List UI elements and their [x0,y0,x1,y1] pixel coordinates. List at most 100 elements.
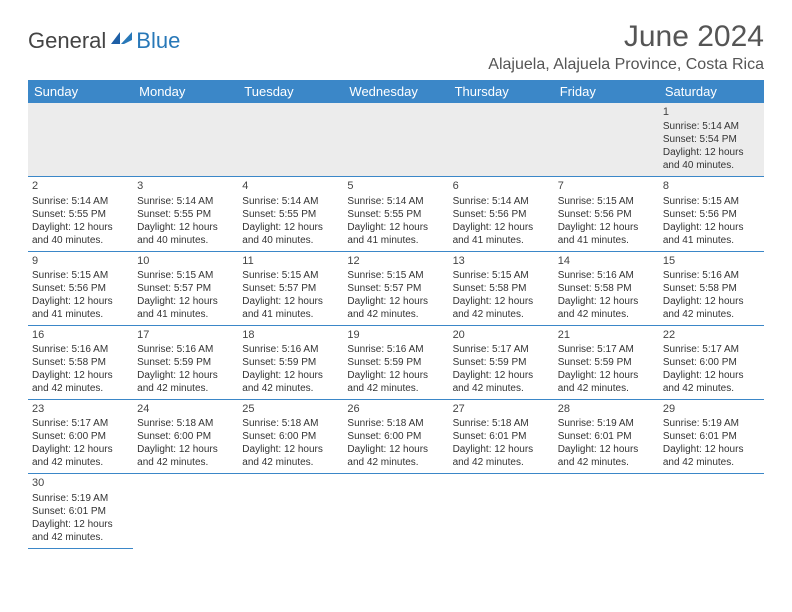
calendar-row: 30Sunrise: 5:19 AMSunset: 6:01 PMDayligh… [28,474,764,548]
day-number: 10 [137,254,234,268]
day-number: 16 [32,328,129,342]
calendar-cell: 3Sunrise: 5:14 AMSunset: 5:55 PMDaylight… [133,177,238,251]
calendar-cell: 15Sunrise: 5:16 AMSunset: 5:58 PMDayligh… [659,251,764,325]
calendar-cell: 9Sunrise: 5:15 AMSunset: 5:56 PMDaylight… [28,251,133,325]
day-number: 21 [558,328,655,342]
daylight-text: Daylight: 12 hours and 42 minutes. [347,443,444,469]
day-number: 22 [663,328,760,342]
sunset-text: Sunset: 5:59 PM [347,356,444,369]
weekday-header: Monday [133,80,238,103]
daylight-text: Daylight: 12 hours and 42 minutes. [32,443,129,469]
calendar-row: 23Sunrise: 5:17 AMSunset: 6:00 PMDayligh… [28,400,764,474]
sunrise-text: Sunrise: 5:17 AM [558,343,655,356]
day-number: 30 [32,476,129,490]
sunrise-text: Sunrise: 5:16 AM [663,269,760,282]
sunset-text: Sunset: 6:00 PM [663,356,760,369]
sunrise-text: Sunrise: 5:14 AM [347,195,444,208]
sunrise-text: Sunrise: 5:16 AM [558,269,655,282]
sunset-text: Sunset: 5:58 PM [558,282,655,295]
calendar-row: 1Sunrise: 5:14 AMSunset: 5:54 PMDaylight… [28,103,764,177]
sunrise-text: Sunrise: 5:18 AM [453,417,550,430]
day-number: 8 [663,179,760,193]
sunset-text: Sunset: 5:56 PM [453,208,550,221]
sunrise-text: Sunrise: 5:15 AM [453,269,550,282]
weekday-header-row: Sunday Monday Tuesday Wednesday Thursday… [28,80,764,103]
sunset-text: Sunset: 6:00 PM [242,430,339,443]
day-number: 18 [242,328,339,342]
sunrise-text: Sunrise: 5:16 AM [242,343,339,356]
calendar-cell: 26Sunrise: 5:18 AMSunset: 6:00 PMDayligh… [343,400,448,474]
sunrise-text: Sunrise: 5:19 AM [32,492,129,505]
daylight-text: Daylight: 12 hours and 42 minutes. [663,295,760,321]
sunrise-text: Sunrise: 5:16 AM [32,343,129,356]
sunrise-text: Sunrise: 5:19 AM [663,417,760,430]
sunset-text: Sunset: 5:57 PM [242,282,339,295]
sunrise-text: Sunrise: 5:18 AM [137,417,234,430]
sunset-text: Sunset: 5:56 PM [663,208,760,221]
day-number: 4 [242,179,339,193]
location-text: Alajuela, Alajuela Province, Costa Rica [488,56,764,74]
calendar-cell: 12Sunrise: 5:15 AMSunset: 5:57 PMDayligh… [343,251,448,325]
calendar-cell [659,474,764,548]
daylight-text: Daylight: 12 hours and 42 minutes. [32,369,129,395]
daylight-text: Daylight: 12 hours and 42 minutes. [137,369,234,395]
day-number: 6 [453,179,550,193]
daylight-text: Daylight: 12 hours and 42 minutes. [453,443,550,469]
title-block: June 2024 Alajuela, Alajuela Province, C… [488,20,764,74]
calendar-cell [343,474,448,548]
daylight-text: Daylight: 12 hours and 41 minutes. [32,295,129,321]
sunrise-text: Sunrise: 5:16 AM [347,343,444,356]
calendar-cell: 2Sunrise: 5:14 AMSunset: 5:55 PMDaylight… [28,177,133,251]
calendar-cell: 17Sunrise: 5:16 AMSunset: 5:59 PMDayligh… [133,325,238,399]
weekday-header: Saturday [659,80,764,103]
sunset-text: Sunset: 5:59 PM [242,356,339,369]
daylight-text: Daylight: 12 hours and 40 minutes. [137,221,234,247]
sunrise-text: Sunrise: 5:15 AM [558,195,655,208]
sunset-text: Sunset: 5:55 PM [32,208,129,221]
calendar-cell: 6 Sunrise: 5:14 AMSunset: 5:56 PMDaylight… [449,177,554,251]
calendar-table: Sunday Monday Tuesday Wednesday Thursday… [28,80,764,549]
calendar-cell [133,103,238,177]
calendar-cell [554,474,659,548]
day-number: 14 [558,254,655,268]
sunset-text: Sunset: 5:57 PM [137,282,234,295]
sunset-text: Sunset: 5:59 PM [558,356,655,369]
day-number: 15 [663,254,760,268]
calendar-row: 16Sunrise: 5:16 AMSunset: 5:58 PMDayligh… [28,325,764,399]
weekday-header: Thursday [449,80,554,103]
daylight-text: Daylight: 12 hours and 40 minutes. [242,221,339,247]
calendar-cell [238,103,343,177]
sunset-text: Sunset: 5:55 PM [137,208,234,221]
sunrise-text: Sunrise: 5:14 AM [453,195,550,208]
calendar-cell [449,474,554,548]
sunset-text: Sunset: 6:01 PM [32,505,129,518]
sunrise-text: Sunrise: 5:16 AM [137,343,234,356]
calendar-cell: 28Sunrise: 5:19 AMSunset: 6:01 PMDayligh… [554,400,659,474]
daylight-text: Daylight: 12 hours and 41 minutes. [242,295,339,321]
calendar-body: 1Sunrise: 5:14 AMSunset: 5:54 PMDaylight… [28,103,764,548]
daylight-text: Daylight: 12 hours and 42 minutes. [137,443,234,469]
day-number: 29 [663,402,760,416]
sunrise-text: Sunrise: 5:18 AM [242,417,339,430]
daylight-text: Daylight: 12 hours and 41 minutes. [558,221,655,247]
calendar-cell: 5Sunrise: 5:14 AMSunset: 5:55 PMDaylight… [343,177,448,251]
weekday-header: Friday [554,80,659,103]
day-number: 27 [453,402,550,416]
day-number: 2 [32,179,129,193]
header: General Blue June 2024 Alajuela, Alajuel… [28,20,764,74]
daylight-text: Daylight: 12 hours and 41 minutes. [453,221,550,247]
calendar-cell: 19Sunrise: 5:16 AMSunset: 5:59 PMDayligh… [343,325,448,399]
day-number: 3 [137,179,234,193]
weekday-header: Sunday [28,80,133,103]
calendar-cell: 20Sunrise: 5:17 AMSunset: 5:59 PMDayligh… [449,325,554,399]
logo-text-blue: Blue [136,28,180,54]
day-number: 19 [347,328,444,342]
daylight-text: Daylight: 12 hours and 42 minutes. [663,369,760,395]
daylight-text: Daylight: 12 hours and 41 minutes. [137,295,234,321]
sunset-text: Sunset: 5:55 PM [347,208,444,221]
calendar-cell [133,474,238,548]
sunset-text: Sunset: 6:00 PM [347,430,444,443]
day-number: 7 [558,179,655,193]
sunset-text: Sunset: 6:00 PM [137,430,234,443]
sunset-text: Sunset: 5:57 PM [347,282,444,295]
